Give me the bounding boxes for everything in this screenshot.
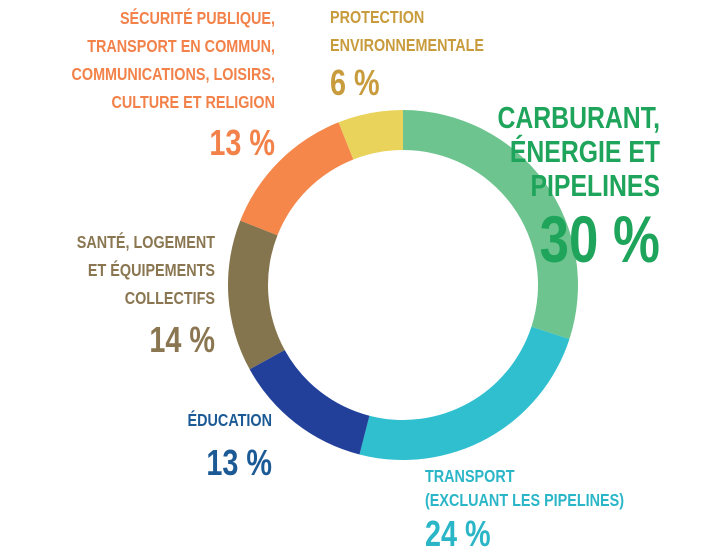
segment-label: PROTECTION ENVIRONNEMENTALE 6 % bbox=[330, 8, 484, 103]
category-label: CARBURANT, bbox=[497, 100, 660, 134]
category-label: SÉCURITÉ PUBLIQUE, bbox=[120, 7, 275, 28]
category-label: COLLECTIFS bbox=[125, 289, 215, 309]
segment-label: SANTÉ, LOGEMENT ET ÉQUIPEMENTS COLLECTIFS 1… bbox=[77, 231, 215, 359]
category-label: PROTECTION bbox=[330, 8, 424, 28]
category-label: PIPELINES bbox=[530, 168, 660, 202]
category-label: ENVIRONNEMENTALE bbox=[330, 36, 484, 56]
category-label: TRANSPORT EN COMMUN, bbox=[87, 37, 275, 57]
value-label: 6 % bbox=[330, 62, 380, 103]
donut-segment bbox=[249, 350, 370, 455]
value-label: 30 % bbox=[540, 202, 660, 276]
category-label: SANTÉ, LOGEMENT bbox=[77, 231, 215, 252]
category-label: TRANSPORT bbox=[425, 467, 515, 487]
donut-segment bbox=[359, 326, 570, 460]
segment-label: TRANSPORT (EXCLUANT LES PIPELINES)24 % bbox=[425, 467, 624, 554]
value-label: 13 % bbox=[209, 122, 275, 163]
segment-label: ÉDUCATION 13 % bbox=[188, 409, 272, 482]
category-label: (EXCLUANT LES PIPELINES) bbox=[425, 491, 624, 511]
value-label: 13 % bbox=[206, 442, 272, 483]
value-label: 24 % bbox=[425, 513, 491, 554]
donut-segment bbox=[240, 122, 354, 236]
donut-segment bbox=[228, 220, 285, 370]
category-label: COMMUNICATIONS, LOISIRS, bbox=[71, 65, 275, 85]
segment-label: SÉCURITÉ PUBLIQUE, TRANSPORT EN COMMUN, CO… bbox=[71, 7, 275, 162]
category-label: ÉNERGIE ET bbox=[510, 134, 660, 168]
donut-segment bbox=[338, 110, 403, 160]
category-label: CULTURE ET RELIGION bbox=[111, 93, 275, 113]
value-label: 14 % bbox=[149, 319, 215, 360]
category-label: ET ÉQUIPEMENTS bbox=[88, 259, 215, 280]
category-label: ÉDUCATION bbox=[188, 409, 272, 430]
donut-segment bbox=[403, 110, 578, 340]
